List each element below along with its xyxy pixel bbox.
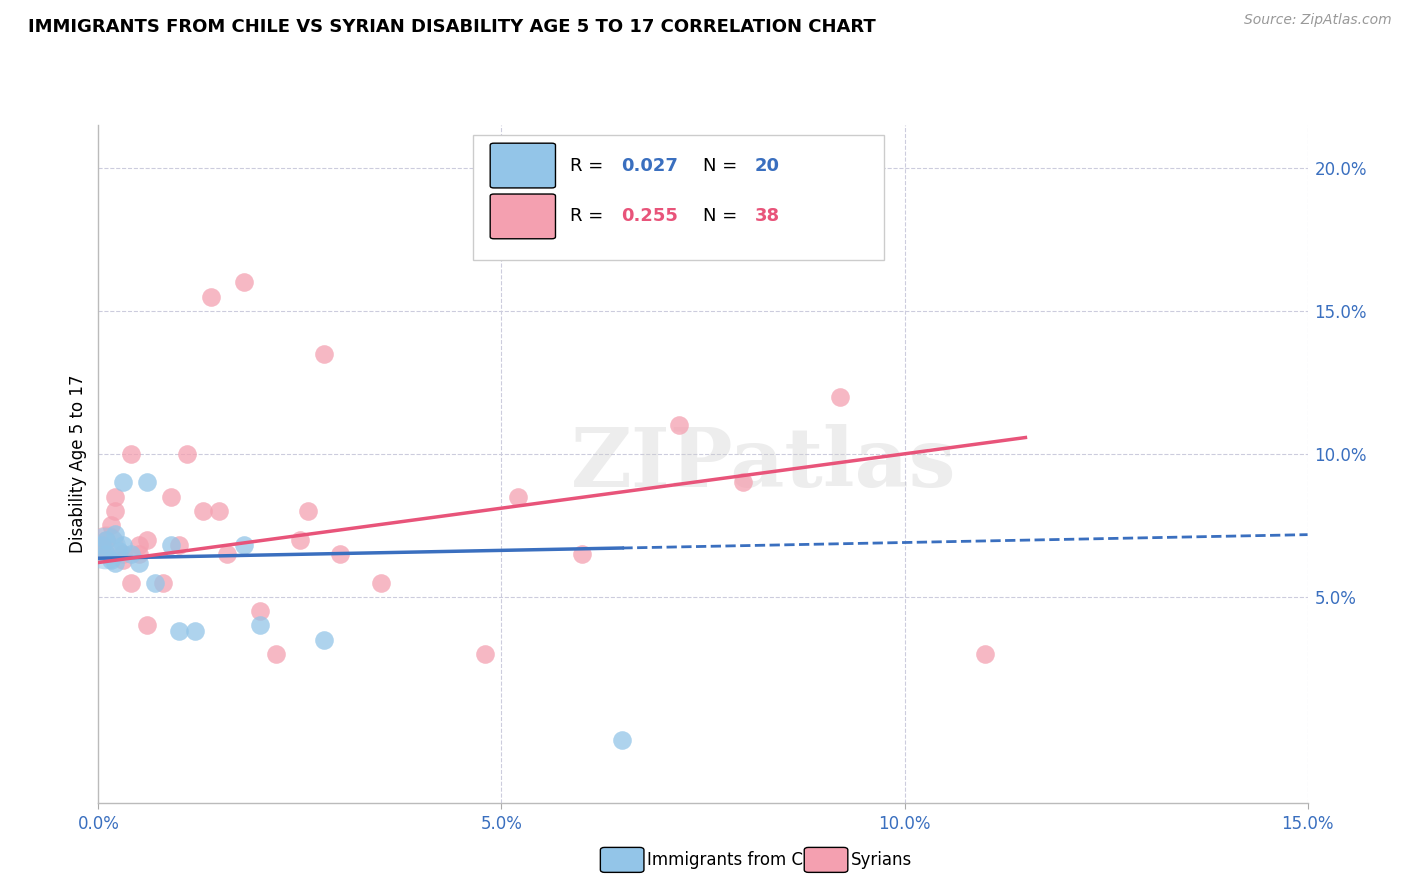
Text: N =: N = [703,208,742,226]
Point [160,490,183,504]
Point [176,447,198,461]
Point [232,275,254,289]
Point [96,533,118,547]
Point [160,538,183,552]
Point [103,527,125,541]
FancyBboxPatch shape [474,135,884,260]
Point [103,504,125,518]
Point [111,547,134,561]
Point [193,504,215,518]
Point [217,547,239,561]
Point [135,475,157,490]
Point [152,575,174,590]
Point [96,547,118,561]
Point [100,518,122,533]
Point [128,547,150,561]
Text: 0.255: 0.255 [621,208,678,226]
Point [100,552,122,566]
Point [232,538,254,552]
Point [96,533,118,547]
Point [120,447,142,461]
Point [329,547,352,561]
Point [103,490,125,504]
Point [249,604,271,618]
Point [128,538,150,552]
Point [370,575,392,590]
Point [200,289,222,303]
Point [828,390,851,404]
Text: ZIPatlas: ZIPatlas [571,424,956,504]
Y-axis label: Disability Age 5 to 17: Disability Age 5 to 17 [69,375,87,553]
Point [128,556,150,570]
Point [288,533,311,547]
FancyBboxPatch shape [491,144,555,188]
Point [111,552,134,566]
Text: Immigrants from Chile: Immigrants from Chile [647,851,832,869]
Point [249,618,271,632]
Point [167,538,190,552]
Point [91,538,114,552]
Point [111,475,134,490]
Point [612,732,634,747]
Text: IMMIGRANTS FROM CHILE VS SYRIAN DISABILITY AGE 5 TO 17 CORRELATION CHART: IMMIGRANTS FROM CHILE VS SYRIAN DISABILI… [28,18,876,36]
Text: R =: R = [569,208,609,226]
Point [571,547,593,561]
Point [612,218,634,232]
Text: N =: N = [703,157,742,175]
Point [474,647,496,661]
Text: Source: ZipAtlas.com: Source: ZipAtlas.com [1244,13,1392,28]
Point [91,538,114,552]
Point [96,535,118,549]
Point [96,547,118,561]
Point [297,504,319,518]
Point [668,418,690,433]
Point [120,575,142,590]
Point [208,504,231,518]
Point [135,533,157,547]
Point [107,544,129,558]
Point [143,575,166,590]
Text: 38: 38 [755,208,780,226]
Point [264,647,287,661]
Point [111,538,134,552]
Point [506,490,529,504]
Point [314,632,336,647]
Point [167,624,190,639]
Point [94,541,117,556]
Point [314,347,336,361]
Point [135,618,157,632]
Point [733,475,755,490]
Point [974,647,997,661]
Text: 20: 20 [755,157,780,175]
Point [184,624,207,639]
FancyBboxPatch shape [491,194,555,239]
Text: R =: R = [569,157,609,175]
Text: 0.027: 0.027 [621,157,678,175]
Text: Syrians: Syrians [851,851,912,869]
Point [120,547,142,561]
Point [103,556,125,570]
